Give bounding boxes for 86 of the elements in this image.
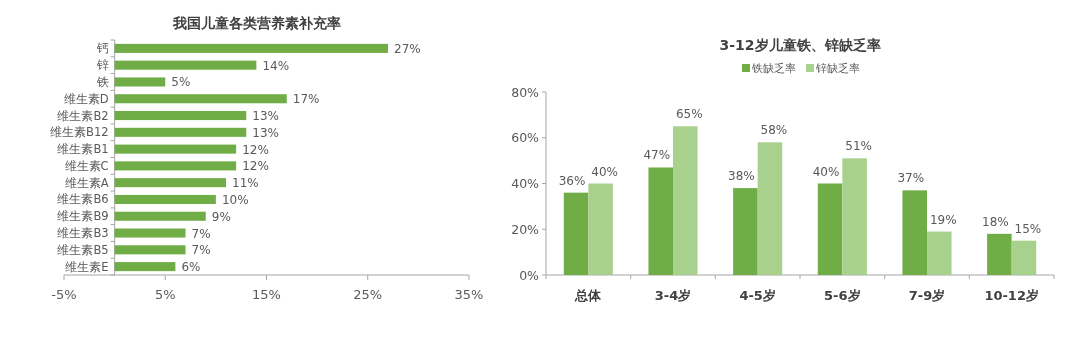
legend-label: 铁缺乏率 [751,62,796,75]
data-label: 37% [897,171,925,186]
data-label: 5% [171,75,191,90]
data-label: 40% [591,164,618,179]
x-tick-label: 15% [252,287,281,302]
bar [733,188,758,275]
data-label: 47% [643,148,671,163]
bar [114,77,166,87]
y-tick-label: 60% [511,130,540,146]
y-tick-label: 维生素B3 [57,226,109,241]
bar [673,126,698,275]
y-tick-label: 80% [511,84,540,100]
y-tick-label: 40% [511,176,540,191]
data-label: 58% [760,123,788,138]
data-label: 27% [394,41,421,56]
x-tick-label: 4-5岁 [739,288,776,303]
y-tick-label: 维生素B2 [57,108,109,123]
x-tick-label: 5% [154,287,176,302]
y-tick-label: 维生素B5 [57,242,109,257]
data-label: 65% [675,107,703,122]
y-tick-label: 锌 [95,58,109,73]
y-tick-label: 维生素B12 [50,125,109,140]
bar [987,233,1012,275]
y-tick-label: 维生素D [63,91,109,106]
data-label: 12% [242,159,269,174]
bar [114,228,186,238]
x-tick-label: 25% [353,287,383,302]
data-label: 15% [1014,221,1042,236]
y-tick-label: 维生素B1 [57,142,109,157]
x-tick-label: 35% [454,287,484,302]
y-tick-label: 维生素B9 [57,209,109,224]
y-tick-label: 铁 [95,74,109,89]
bar [114,211,206,221]
data-label: 14% [262,58,290,73]
bar [114,144,237,154]
bar [114,94,287,104]
chart-title: 我国儿童各类营养素补充率 [171,15,341,31]
y-tick-label: 维生素E [65,259,109,274]
data-label: 9% [211,209,231,224]
x-tick-label: -5% [51,287,77,302]
bar [114,194,216,204]
data-label: 13% [252,109,279,124]
x-tick-label: 10-12岁 [984,288,1039,303]
x-tick-label: 3-4岁 [654,288,692,303]
data-label: 51% [845,139,872,154]
bar [114,161,237,171]
y-tick-label: 0% [519,267,540,283]
data-label: 40% [812,164,840,179]
data-label: 38% [728,169,755,184]
bar [563,192,589,275]
data-label: 12% [242,142,269,157]
data-label: 19% [929,212,957,227]
data-label: 7% [191,243,211,258]
bar [902,190,927,275]
y-tick-label: 维生素A [64,175,109,190]
bar [114,111,247,121]
bar [648,167,673,275]
bar [114,127,247,137]
y-tick-label: 维生素B6 [57,192,109,207]
x-tick-label: 总体 [574,288,603,303]
y-tick-label: 维生素C [64,158,109,173]
bar [1011,240,1037,275]
bar [114,245,186,255]
x-tick-label: 5-6岁 [824,288,861,303]
bar [114,262,176,272]
data-label: 36% [558,173,586,188]
bar [114,43,388,53]
bar [927,231,952,275]
data-label: 17% [292,92,320,107]
bar [588,183,613,275]
data-label: 6% [181,260,201,275]
chart-title: 3-12岁儿童铁、锌缺乏率 [719,37,881,53]
legend-label: 锌缺乏率 [815,62,860,75]
bar [114,60,257,70]
y-tick-label: 20% [511,221,540,237]
y-tick-label: 钙 [95,41,109,56]
data-label: 18% [982,214,1009,229]
bar [842,158,867,275]
data-label: 10% [221,192,249,207]
data-label: 13% [252,125,279,140]
bar [757,142,783,275]
data-label: 7% [191,226,211,241]
bar [114,178,226,188]
x-tick-label: 7-9岁 [908,288,946,303]
bar [817,183,843,275]
data-label: 11% [232,176,259,191]
